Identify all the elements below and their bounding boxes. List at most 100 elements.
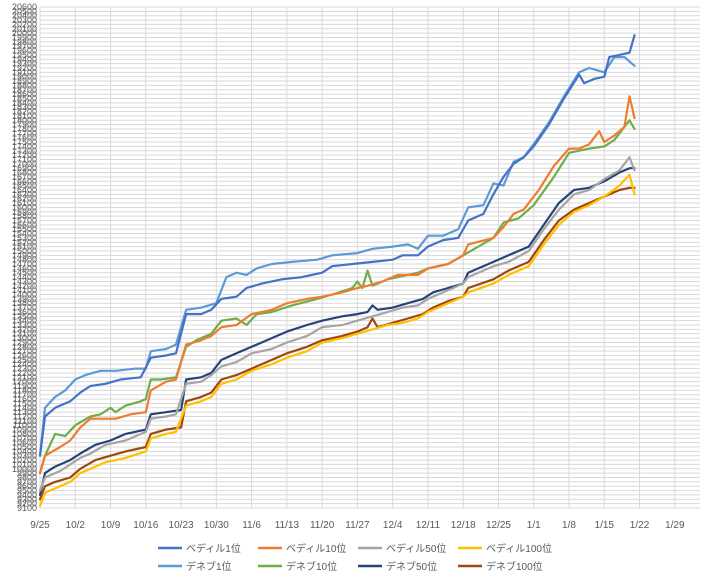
x-tick-label: 12/4	[383, 520, 403, 531]
y-tick-label: 10800	[12, 429, 37, 439]
x-tick-label: 12/25	[486, 520, 511, 531]
y-tick-label: 9200	[17, 499, 37, 509]
y-tick-label: 16000	[12, 202, 37, 212]
y-tick-label: 14200	[12, 281, 37, 291]
y-tick-label: 19400	[12, 54, 37, 64]
y-tick-label: 18500	[12, 93, 37, 103]
legend-label: ベディル10位	[286, 542, 346, 555]
y-tick-label: 20400	[12, 11, 37, 21]
legend-label: デネブ100位	[486, 560, 543, 573]
y-tick-label: 17400	[12, 141, 37, 151]
y-tick-label: 17800	[12, 124, 37, 134]
series-line-4	[38, 173, 636, 507]
y-tick-label: 9900	[17, 468, 37, 478]
legend-label: デネブ50位	[386, 560, 437, 573]
y-tick-label: 9700	[17, 477, 37, 487]
legend-label: ベディル1位	[186, 542, 241, 555]
x-tick-label: 1/8	[562, 520, 576, 531]
y-tick-label: 12900	[12, 337, 37, 347]
y-tick-label: 13400	[12, 316, 37, 326]
y-tick-label: 11100	[13, 416, 37, 426]
x-tick-label: 1/15	[595, 520, 615, 531]
y-tick-label: 14700	[12, 259, 37, 269]
y-tick-label: 10000	[12, 464, 37, 474]
x-tick-label: 1/1	[527, 520, 541, 531]
x-tick-label: 10/9	[101, 520, 121, 531]
y-tick-label: 14400	[12, 272, 37, 282]
y-tick-label: 18100	[12, 111, 37, 121]
y-tick-label: 15000	[12, 246, 37, 256]
y-tick-label: 13300	[12, 320, 37, 330]
y-tick-label: 9800	[17, 473, 37, 483]
y-tick-label: 10500	[12, 442, 37, 452]
y-tick-label: 17500	[12, 137, 37, 147]
x-tick-label: 11/20	[310, 520, 335, 531]
x-tick-label: 12/18	[451, 520, 476, 531]
y-tick-label: 19900	[12, 32, 37, 42]
y-tick-label: 18900	[12, 76, 37, 86]
y-tick-label: 16300	[12, 189, 37, 199]
y-tick-label: 15200	[12, 237, 37, 247]
y-tick-label: 15700	[12, 215, 37, 225]
legend-label: ベディル100位	[486, 542, 552, 555]
y-tick-label: 18700	[12, 85, 37, 95]
y-tick-label: 18000	[12, 115, 37, 125]
legend-label: デネブ1位	[186, 560, 232, 573]
y-tick-label: 10200	[12, 455, 37, 465]
y-tick-label: 12700	[12, 346, 37, 356]
legend-label: デネブ10位	[286, 560, 337, 573]
y-tick-label: 15300	[12, 233, 37, 243]
y-tick-label: 13200	[12, 324, 37, 334]
y-tick-label: 15800	[12, 211, 37, 221]
y-tick-label: 15100	[12, 242, 37, 252]
y-tick-label: 11700	[13, 390, 37, 400]
y-tick-label: 12100	[12, 372, 37, 382]
x-tick-label: 11/27	[345, 520, 370, 531]
x-tick-label: 10/2	[66, 520, 86, 531]
series-line-2	[38, 95, 636, 475]
y-tick-label: 13100	[12, 329, 37, 339]
y-tick-label: 11400	[13, 403, 37, 413]
y-tick-label: 14500	[12, 268, 37, 278]
y-tick-label: 13900	[12, 294, 37, 304]
y-tick-label: 12600	[12, 351, 37, 361]
series-line-3	[38, 156, 636, 492]
y-tick-label: 15500	[12, 224, 37, 234]
y-tick-label: 14600	[12, 263, 37, 273]
y-tick-label: 17600	[12, 133, 37, 143]
y-tick-label: 20000	[12, 28, 37, 38]
y-tick-label: 18300	[12, 102, 37, 112]
y-tick-label: 17100	[12, 154, 37, 164]
y-tick-label: 12300	[12, 364, 37, 374]
series-line-6	[38, 119, 636, 475]
y-tick-label: 14800	[12, 255, 37, 265]
y-tick-label: 13700	[12, 303, 37, 313]
y-tick-label: 17900	[12, 120, 37, 130]
y-tick-label: 19100	[12, 67, 37, 77]
legend-label: ベディル50位	[386, 542, 446, 555]
y-tick-label: 19000	[12, 72, 37, 82]
y-tick-label: 10100	[12, 459, 37, 469]
y-tick-label: 18400	[12, 98, 37, 108]
y-tick-label: 18800	[12, 80, 37, 90]
y-tick-label: 13600	[12, 307, 37, 317]
y-tick-label: 14900	[12, 250, 37, 260]
y-tick-label: 19600	[12, 46, 37, 56]
series-line-7	[38, 167, 636, 496]
y-tick-label: 13000	[12, 333, 37, 343]
y-tick-label: 16200	[12, 194, 37, 204]
x-tick-label: 12/11	[416, 520, 441, 531]
x-tick-label: 9/25	[30, 520, 50, 531]
y-tick-label: 11300	[13, 407, 37, 417]
y-tick-label: 9100	[17, 503, 37, 513]
y-tick-label: 11500	[13, 398, 37, 408]
y-tick-label: 17700	[12, 128, 37, 138]
y-tick-label: 12800	[12, 342, 37, 352]
y-tick-label: 13800	[12, 298, 37, 308]
y-tick-label: 12500	[12, 355, 37, 365]
x-tick-label: 11/13	[275, 520, 300, 531]
y-tick-label: 20600	[12, 2, 37, 12]
y-tick-label: 16100	[12, 198, 37, 208]
y-tick-label: 19500	[12, 50, 37, 60]
